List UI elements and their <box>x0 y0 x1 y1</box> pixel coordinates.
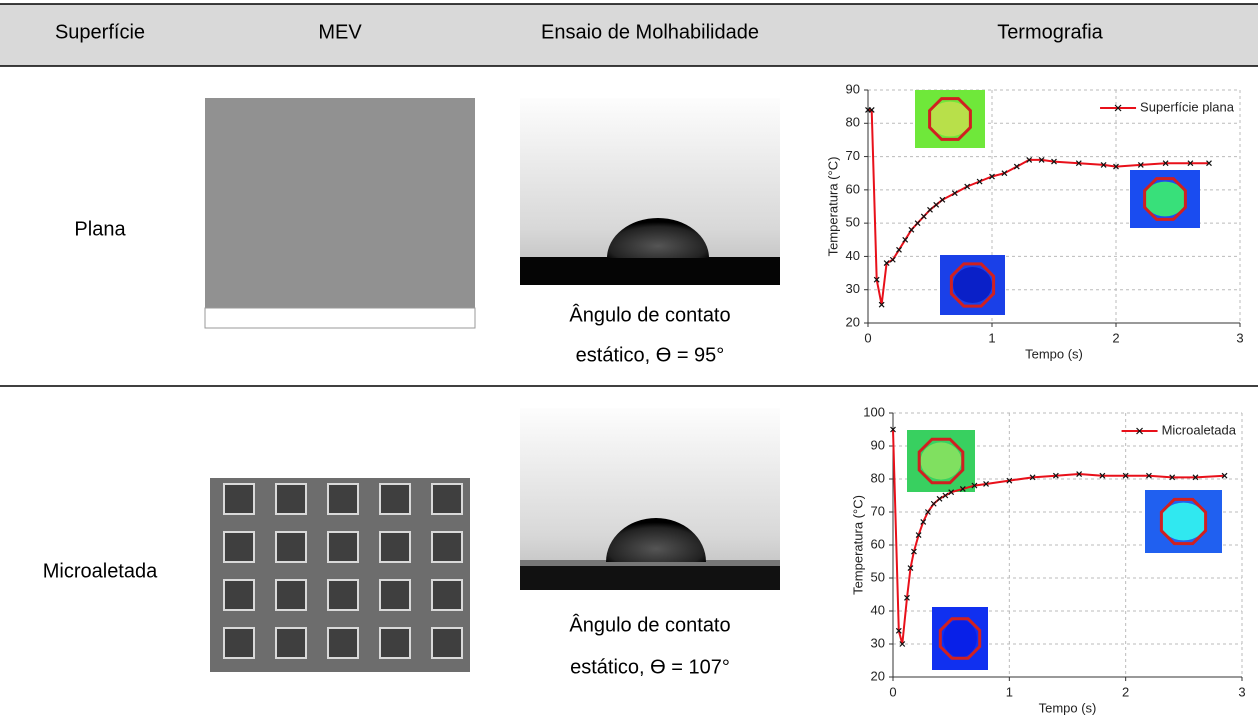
y-axis-label: Temperatura (°C) <box>850 495 865 595</box>
thermal-inset <box>953 267 992 303</box>
page: {"table": {"header": ["Superfície", "MEV… <box>0 0 1258 726</box>
x-tick-label: 2 <box>1122 684 1129 699</box>
y-tick-label: 30 <box>871 635 885 650</box>
row-label: Plana <box>74 218 126 240</box>
y-tick-label: 70 <box>871 503 885 518</box>
droplet-image <box>520 408 780 590</box>
sem-image <box>205 98 475 328</box>
droplet-image <box>520 98 780 285</box>
y-tick-label: 60 <box>846 181 860 196</box>
legend-label: Superfície plana <box>1140 99 1235 114</box>
y-tick-label: 60 <box>871 536 885 551</box>
thermal-inset <box>943 620 977 658</box>
angle-text: Ângulo de contato <box>569 613 730 636</box>
y-tick-label: 80 <box>871 470 885 485</box>
header-cell: Superfície <box>55 21 145 43</box>
y-tick-label: 30 <box>846 281 860 296</box>
x-tick-label: 0 <box>864 330 871 345</box>
x-tick-label: 1 <box>1006 684 1013 699</box>
y-tick-label: 40 <box>871 602 885 617</box>
header-cell: Ensaio de Molhabilidade <box>541 21 759 43</box>
y-tick-label: 50 <box>871 569 885 584</box>
legend-label: Microaletada <box>1162 422 1237 437</box>
angle-text: estático, ϴ = 95° <box>576 344 725 366</box>
x-axis-label: Tempo (s) <box>1039 700 1097 715</box>
row-label: Microaletada <box>43 560 158 582</box>
y-tick-label: 90 <box>846 81 860 96</box>
y-tick-label: 70 <box>846 148 860 163</box>
x-tick-label: 3 <box>1236 330 1243 345</box>
header-cell: MEV <box>318 21 362 43</box>
angle-text: Ângulo de contato <box>569 303 730 326</box>
y-tick-label: 40 <box>846 248 860 263</box>
thermal-inset <box>921 442 962 479</box>
sem-image <box>210 478 470 672</box>
y-tick-label: 90 <box>871 437 885 452</box>
y-tick-label: 20 <box>871 668 885 683</box>
document-table: Superfície MEV Ensaio de Molhabilidade T… <box>0 0 1258 726</box>
y-axis-label: Temperatura (°C) <box>825 157 840 257</box>
y-tick-label: 20 <box>846 314 860 329</box>
x-axis-label: Tempo (s) <box>1025 346 1083 361</box>
header-cell: Termografia <box>997 21 1103 43</box>
y-tick-label: 80 <box>846 115 860 130</box>
x-tick-label: 3 <box>1238 684 1245 699</box>
x-tick-label: 0 <box>889 684 896 699</box>
y-tick-label: 100 <box>863 404 885 419</box>
x-tick-label: 1 <box>988 330 995 345</box>
y-tick-label: 50 <box>846 215 860 230</box>
angle-text: estático, ϴ = 107° <box>570 656 730 678</box>
x-tick-label: 2 <box>1112 330 1119 345</box>
